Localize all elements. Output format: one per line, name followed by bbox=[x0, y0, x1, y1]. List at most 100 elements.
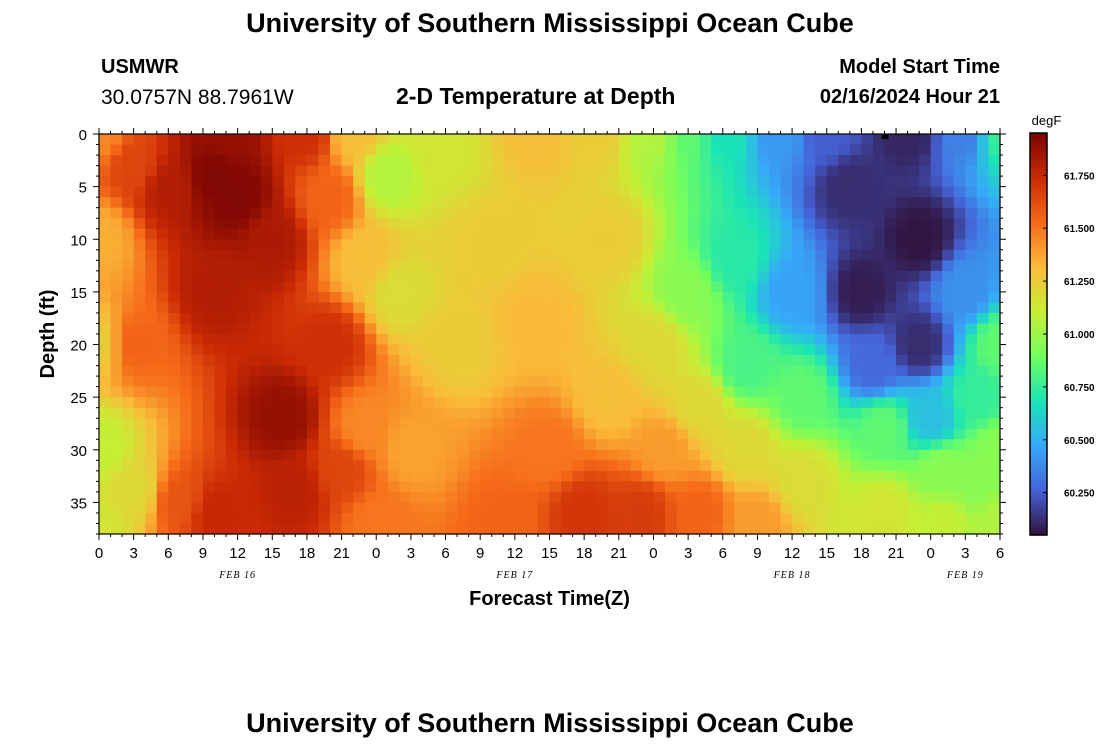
heatmap-cell bbox=[283, 228, 296, 240]
heatmap-cell bbox=[341, 376, 354, 388]
heatmap-cell bbox=[595, 365, 608, 377]
heatmap-cell bbox=[826, 249, 839, 261]
heatmap-cell bbox=[907, 481, 920, 493]
heatmap-cell bbox=[156, 376, 169, 388]
heatmap-cell bbox=[318, 523, 331, 535]
heatmap-cell bbox=[237, 186, 250, 198]
heatmap-cell bbox=[919, 207, 932, 219]
heatmap-cell bbox=[618, 386, 631, 398]
heatmap-cell bbox=[711, 418, 724, 430]
heatmap-cell bbox=[191, 312, 204, 325]
heatmap-cell bbox=[849, 165, 862, 177]
heatmap-cell bbox=[387, 481, 400, 493]
heatmap-cell bbox=[422, 481, 435, 493]
heatmap-cell bbox=[907, 207, 920, 219]
heatmap-cell bbox=[699, 312, 712, 325]
heatmap-cell bbox=[745, 197, 759, 209]
heatmap-cell bbox=[699, 470, 712, 482]
heatmap-cell bbox=[976, 470, 990, 482]
heatmap-cell bbox=[919, 334, 932, 346]
heatmap-cell bbox=[953, 491, 966, 504]
heatmap-cell bbox=[503, 470, 516, 482]
heatmap-cell bbox=[884, 239, 897, 251]
heatmap-cell bbox=[595, 155, 608, 167]
heatmap-cell bbox=[942, 134, 955, 146]
colorbar-tick-label: 60.500 bbox=[1064, 436, 1095, 447]
heatmap-cell bbox=[849, 470, 862, 482]
heatmap-cell bbox=[676, 334, 689, 346]
heatmap-cell bbox=[387, 144, 400, 156]
heatmap-cell bbox=[896, 386, 909, 398]
heatmap-cell bbox=[757, 512, 770, 525]
heatmap-cell bbox=[168, 481, 181, 493]
heatmap-cell bbox=[503, 376, 516, 388]
heatmap-cell bbox=[711, 481, 724, 493]
heatmap-cell bbox=[641, 239, 655, 251]
heatmap-cell bbox=[514, 270, 527, 282]
heatmap-cell bbox=[179, 186, 193, 198]
heatmap-cell bbox=[734, 334, 747, 346]
heatmap-cell bbox=[399, 407, 412, 419]
heatmap-cell bbox=[792, 407, 805, 419]
heatmap-cell bbox=[399, 302, 412, 314]
heatmap-cell bbox=[653, 344, 666, 356]
heatmap-cell bbox=[422, 239, 435, 251]
heatmap-cell bbox=[988, 481, 1001, 493]
heatmap-cell bbox=[965, 523, 978, 535]
colorbar-segment bbox=[1030, 146, 1047, 151]
heatmap-cell bbox=[595, 281, 608, 293]
heatmap-cell bbox=[410, 449, 424, 461]
heatmap-cell bbox=[815, 491, 828, 504]
heatmap-cell bbox=[699, 334, 712, 346]
heatmap-cell bbox=[503, 418, 516, 430]
heatmap-cell bbox=[630, 165, 643, 177]
heatmap-cell bbox=[99, 449, 112, 461]
heatmap-cell bbox=[734, 428, 747, 440]
heatmap-cell bbox=[665, 334, 678, 346]
heatmap-cell bbox=[387, 186, 400, 198]
heatmap-cell bbox=[537, 197, 551, 209]
heatmap-cell bbox=[861, 449, 874, 461]
heatmap-cell bbox=[907, 270, 920, 282]
heatmap-cell bbox=[641, 270, 655, 282]
heatmap-cell bbox=[226, 439, 239, 451]
heatmap-cell bbox=[295, 344, 308, 356]
heatmap-cell bbox=[641, 207, 655, 219]
heatmap-cell bbox=[410, 260, 424, 272]
heatmap-cell bbox=[179, 512, 193, 525]
heatmap-cell bbox=[399, 323, 412, 335]
heatmap-cell bbox=[815, 144, 828, 156]
heatmap-cell bbox=[872, 186, 886, 198]
heatmap-cell bbox=[768, 470, 782, 482]
heatmap-cell bbox=[699, 376, 712, 388]
heatmap-cell bbox=[179, 291, 193, 304]
heatmap-cell bbox=[214, 228, 227, 240]
heatmap-cell bbox=[422, 281, 435, 293]
heatmap-cell bbox=[410, 439, 424, 451]
heatmap-cell bbox=[306, 512, 320, 525]
heatmap-cell bbox=[226, 491, 239, 504]
heatmap-cell bbox=[676, 186, 689, 198]
heatmap-cell bbox=[734, 239, 747, 251]
heatmap-cell bbox=[260, 239, 273, 251]
colorbar-segment bbox=[1030, 357, 1047, 362]
heatmap-cell bbox=[330, 428, 343, 440]
heatmap-cell bbox=[306, 260, 320, 272]
heatmap-cell bbox=[861, 523, 874, 535]
heatmap-cell bbox=[792, 281, 805, 293]
heatmap-cell bbox=[353, 260, 366, 272]
heatmap-cell bbox=[526, 502, 539, 514]
heatmap-cell bbox=[537, 344, 551, 356]
heatmap-cell bbox=[965, 176, 978, 188]
heatmap-cell bbox=[145, 197, 158, 209]
heatmap-cell bbox=[768, 239, 782, 251]
colorbar-segment bbox=[1030, 310, 1047, 315]
heatmap-cell bbox=[168, 365, 181, 377]
heatmap-cell bbox=[341, 260, 354, 272]
heatmap-cell bbox=[503, 176, 516, 188]
heatmap-cell bbox=[168, 281, 181, 293]
heatmap-cell bbox=[595, 207, 608, 219]
colorbar-segment bbox=[1030, 514, 1047, 519]
heatmap-cell bbox=[122, 481, 135, 493]
heatmap-cell bbox=[792, 481, 805, 493]
